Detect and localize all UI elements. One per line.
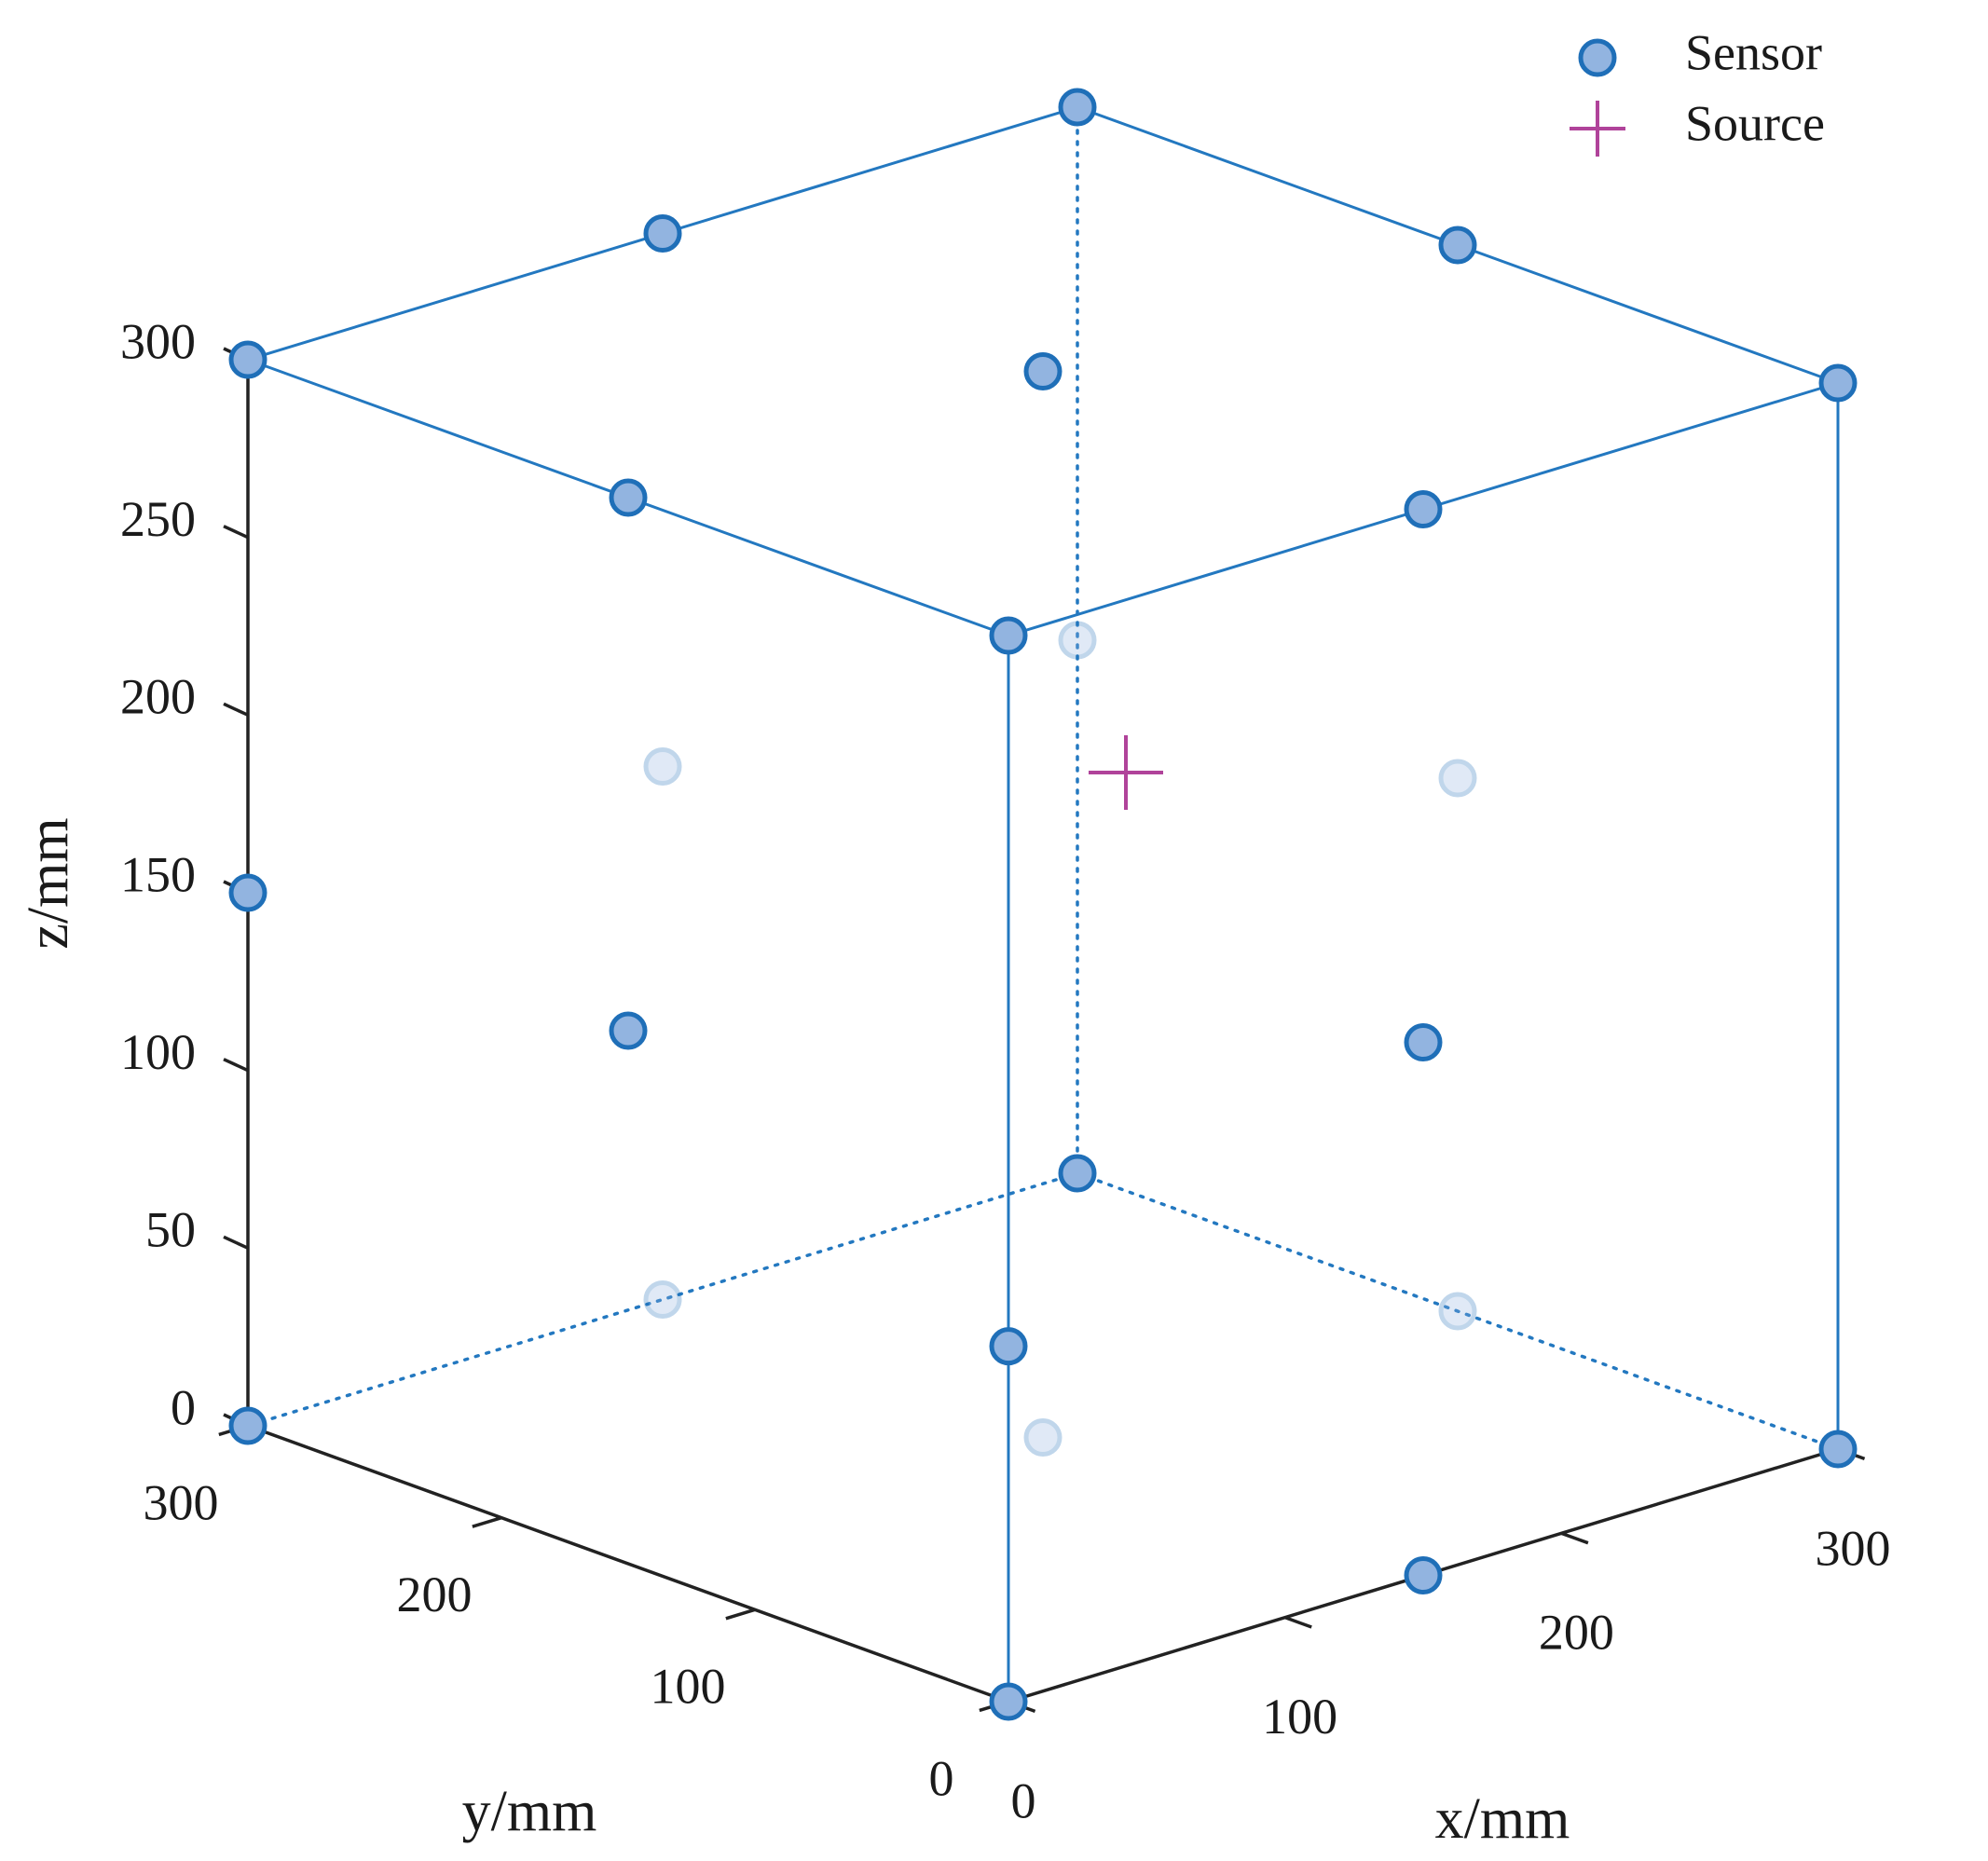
x-tick-label: 0 [1011, 1772, 1036, 1828]
z-axis-title: z/mm [17, 817, 80, 949]
y-tick-mark [472, 1515, 502, 1528]
x-tick-label: 100 [1262, 1689, 1337, 1745]
sensor-point [1058, 88, 1097, 127]
y-tick-label: 0 [929, 1750, 954, 1806]
sensor-point [1023, 1418, 1063, 1457]
sensor-point [989, 616, 1028, 655]
axes [218, 347, 1866, 1714]
sensor-points [228, 88, 1858, 1721]
sensor-point [1404, 1023, 1443, 1061]
legend: Sensor Source [1570, 24, 1825, 157]
sensor-point [1438, 1292, 1477, 1331]
z-tick-mark [223, 702, 249, 717]
z-tick-mark [223, 1058, 249, 1073]
legend-source-label: Source [1685, 95, 1825, 151]
x-axis-title: x/mm [1435, 1787, 1570, 1851]
z-tick-label: 50 [145, 1202, 196, 1258]
sensor-point [989, 1327, 1028, 1366]
sensor-point [1058, 621, 1097, 660]
z-tick-label: 150 [120, 846, 196, 902]
sensor-point [1818, 1430, 1858, 1469]
y-axis-title: y/mm [462, 1780, 597, 1843]
z-tick-mark [223, 525, 249, 540]
x-tick-label: 300 [1816, 1520, 1891, 1576]
sensor-point [1404, 1556, 1443, 1594]
sensor-point [1404, 490, 1443, 528]
sensor-point [609, 478, 648, 517]
sensor-point [609, 1011, 648, 1050]
y-tick-label: 100 [651, 1659, 726, 1715]
cube-edges [246, 105, 1840, 1702]
legend-sensor-label: Sensor [1685, 24, 1822, 80]
sensor-point [228, 340, 267, 379]
y-tick-label: 300 [144, 1474, 219, 1530]
z-tick-label: 0 [171, 1379, 196, 1435]
y-tick-mark [725, 1608, 756, 1621]
source-point [1089, 735, 1163, 810]
y-tick-label: 200 [397, 1567, 473, 1622]
sensor-point [228, 1406, 267, 1445]
z-tick-label: 250 [120, 491, 196, 547]
cube-edge-hidden-bottom-right [1076, 1171, 1840, 1451]
sensor-point [1438, 226, 1477, 265]
z-tick-mark [223, 1235, 249, 1250]
z-tick-label: 300 [120, 313, 196, 369]
cube-edge-hidden-bottom-left [246, 1171, 1079, 1428]
sensor-point [643, 747, 682, 786]
x-tick-mark [1560, 1531, 1589, 1545]
sensor-point [989, 1682, 1028, 1721]
z-tick-label: 200 [120, 669, 196, 725]
sensor-point [1818, 363, 1858, 403]
x-tick-mark [1284, 1616, 1312, 1629]
y-axis-line [247, 1424, 1009, 1704]
sensor-point [228, 873, 267, 912]
sensor-point [1023, 352, 1063, 390]
sensor-point [1438, 759, 1477, 798]
sensor-point [1058, 1154, 1097, 1193]
sensor-point [643, 1280, 682, 1319]
z-tick-label: 100 [120, 1024, 196, 1080]
sensor-point [643, 214, 682, 253]
x-tick-label: 200 [1539, 1605, 1614, 1661]
legend-sensor-marker [1578, 38, 1617, 77]
